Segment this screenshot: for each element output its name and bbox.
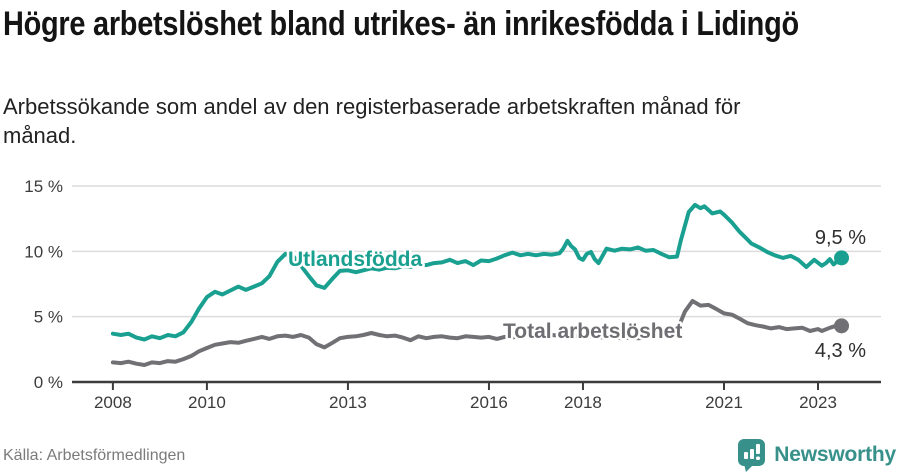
chart-subtitle: Arbetssökande som andel av den registerb… bbox=[3, 94, 741, 149]
series-label-total-arbetsloshet: Total arbetslöshet bbox=[503, 320, 682, 343]
x-tick-label: 2018 bbox=[564, 393, 602, 412]
x-axis-tickmarks bbox=[111, 382, 820, 390]
x-tick-label: 2023 bbox=[799, 393, 837, 412]
source-note: Källa: Arbetsförmedlingen bbox=[3, 447, 186, 464]
y-tick-label: 15 % bbox=[24, 177, 63, 196]
series-line-0 bbox=[110, 202, 844, 342]
data-series bbox=[110, 202, 850, 367]
line-chart: 0 % 5 % 10 % 15 % 2008 2010 2013 2016 2018 2021 2… bbox=[0, 160, 900, 420]
newsworthy-logo: Newsworthy bbox=[737, 438, 896, 472]
end-value-label-total: 4,3 % bbox=[815, 340, 866, 362]
y-tick-label: 5 % bbox=[34, 308, 63, 327]
series-end-dot-1 bbox=[834, 318, 850, 334]
series-label-utlandsfodda: Utlandsfödda bbox=[288, 248, 422, 271]
series-line-1 bbox=[110, 299, 844, 367]
x-tick-label: 2021 bbox=[705, 393, 743, 412]
brand-name: Newsworthy bbox=[774, 443, 896, 466]
x-tick-label: 2016 bbox=[470, 393, 508, 412]
x-tick-label: 2013 bbox=[329, 393, 367, 412]
x-tick-label: 2010 bbox=[188, 393, 226, 412]
page-title: Högre arbetslöshet bland utrikes- än inr… bbox=[3, 5, 799, 43]
y-tick-label: 10 % bbox=[24, 242, 63, 261]
chart-canvas: 0 %5 %10 %15 % 2008 2010 2013 2016 2018 2021 2… bbox=[24, 177, 881, 412]
newsworthy-icon bbox=[738, 439, 766, 472]
end-value-label-utlandsfodda: 9,5 % bbox=[815, 227, 866, 249]
y-axis-labels: 0 % 5 % 10 % 15 % bbox=[24, 177, 63, 392]
x-tick-label: 2008 bbox=[94, 393, 132, 412]
series-end-dot-0 bbox=[834, 250, 850, 266]
x-axis-labels: 2008 2010 2013 2016 2018 2021 2023 bbox=[94, 393, 837, 412]
y-tick-label: 0 % bbox=[34, 373, 63, 392]
gridlines bbox=[72, 185, 881, 318]
